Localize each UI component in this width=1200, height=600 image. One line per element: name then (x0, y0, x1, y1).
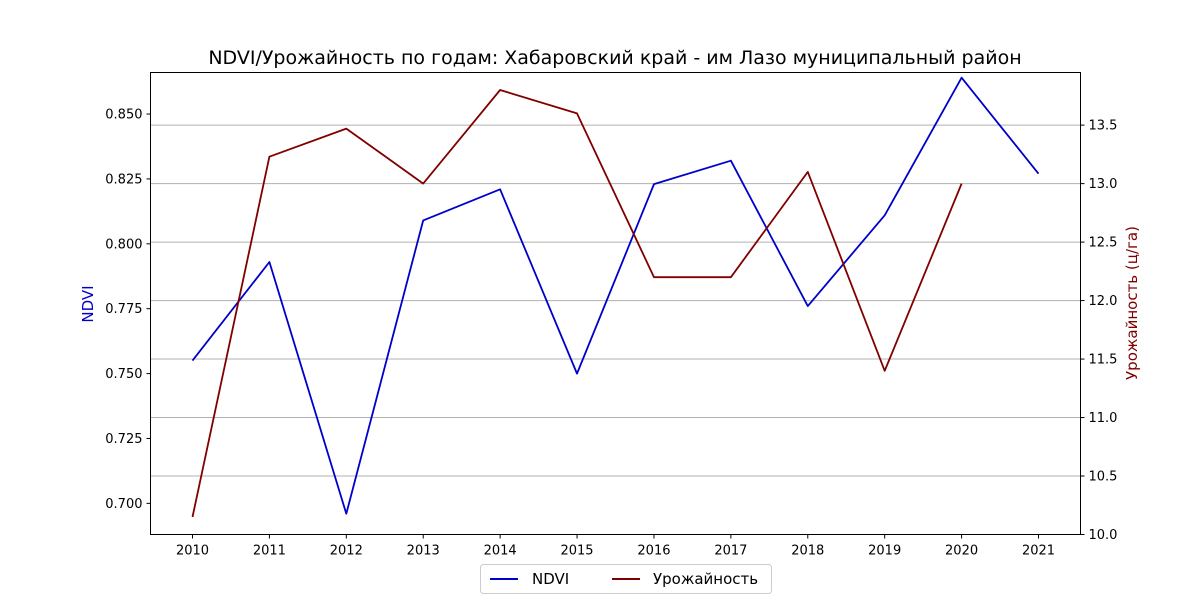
x-tick-label: 2012 (330, 544, 363, 559)
y-axis-left-label: NDVI (79, 285, 97, 322)
x-tick-label: 2014 (484, 544, 517, 559)
legend: NDVI Урожайность (480, 564, 772, 594)
y-right-tick-label: 12.5 (1089, 236, 1118, 251)
y-left-tick-label: 0.800 (105, 237, 142, 252)
x-tick-label: 2021 (1022, 544, 1055, 559)
x-tick-label: 2018 (791, 544, 824, 559)
x-axis: 2010 2011 2012 2013 2014 2015 2016 2017 2018 2019… (176, 534, 1055, 559)
x-tick-label: 2016 (637, 544, 670, 559)
y-right-tick-label: 11.0 (1089, 411, 1118, 426)
legend-label-yield: Урожайность (653, 570, 758, 588)
x-tick-label: 2015 (560, 544, 593, 559)
y-axis-right-label: Урожайность (ц/га) (1123, 226, 1141, 380)
chart-title: NDVI/Урожайность по годам: Хабаровский к… (208, 47, 1021, 69)
x-tick-label: 2011 (253, 544, 286, 559)
x-tick-label: 2010 (176, 544, 209, 559)
legend-label-ndvi: NDVI (532, 570, 569, 588)
y-axis-left: 0.700 0.725 0.750 0.775 0.800 0.825 0.850 (105, 108, 151, 512)
x-tick-label: 2013 (407, 544, 440, 559)
y-left-tick-label: 0.775 (105, 302, 142, 317)
y-right-tick-label: 10.5 (1089, 470, 1118, 485)
y-right-tick-label: 11.5 (1089, 353, 1118, 368)
x-tick-label: 2019 (868, 544, 901, 559)
y-right-tick-label: 13.0 (1089, 177, 1118, 192)
series-line-ndvi (191, 76, 1040, 515)
y-left-tick-label: 0.700 (105, 497, 142, 512)
y-right-tick-label: 12.0 (1089, 294, 1118, 309)
x-tick-label: 2020 (945, 544, 978, 559)
y-left-tick-label: 0.725 (105, 432, 142, 447)
series-line-yield (191, 89, 963, 518)
y-left-tick-label: 0.850 (105, 108, 142, 123)
x-tick-label: 2017 (714, 544, 747, 559)
y-left-tick-label: 0.750 (105, 367, 142, 382)
grid-lines (150, 124, 1081, 535)
y-right-tick-label: 13.5 (1089, 119, 1118, 134)
y-left-tick-label: 0.825 (105, 172, 142, 187)
plot-frame (150, 72, 1081, 535)
y-axis-right: 10.0 10.5 11.0 11.5 12.0 12.5 13.0 13.5 (1080, 119, 1118, 543)
y-right-tick-label: 10.0 (1089, 528, 1118, 543)
series-lines (191, 76, 1040, 518)
